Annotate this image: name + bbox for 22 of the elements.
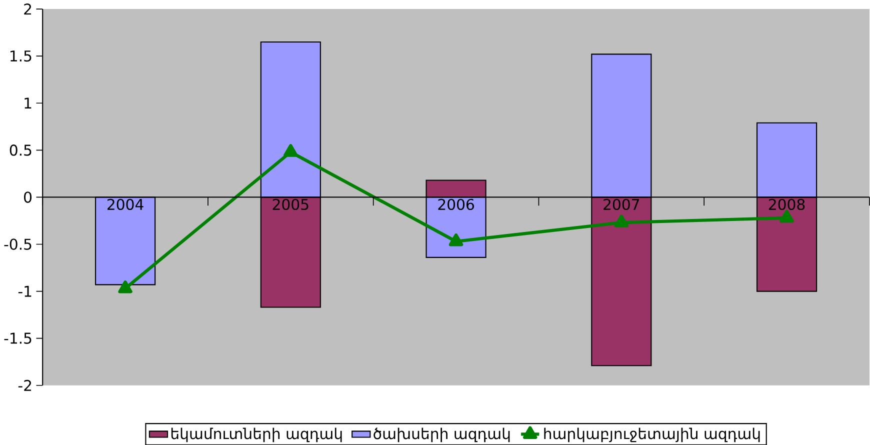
x-tick-label: 2006 bbox=[438, 198, 474, 210]
y-tick-label: 2 bbox=[24, 3, 32, 14]
point bbox=[614, 214, 629, 228]
y-tick-label: 0 bbox=[24, 191, 32, 203]
point bbox=[780, 210, 794, 222]
y-tick-label: -2 bbox=[18, 380, 32, 391]
y-tick-label: -1 bbox=[18, 286, 32, 296]
y-tick-label: 1 bbox=[24, 98, 32, 108]
legend-label: եկամուտների ազդակ bbox=[171, 428, 342, 442]
legend-label: հարկաբյուջետային ազդակ bbox=[544, 428, 760, 442]
x-tick-label: 2004 bbox=[107, 198, 144, 210]
y-tick-label: -0.5 bbox=[4, 238, 32, 250]
x-tick-label: 2008 bbox=[768, 198, 805, 210]
point bbox=[118, 280, 132, 294]
legend-label: ծախսերի ազդակ bbox=[374, 428, 510, 442]
y-tick-label: 1.5 bbox=[10, 50, 32, 62]
y-tick-label: 0.5 bbox=[10, 144, 32, 156]
x-tick-label: 2005 bbox=[272, 198, 308, 210]
x-tick-label: 2007 bbox=[604, 198, 640, 210]
point bbox=[448, 233, 464, 246]
y-tick-label: -1.5 bbox=[4, 332, 32, 344]
point bbox=[284, 144, 298, 157]
